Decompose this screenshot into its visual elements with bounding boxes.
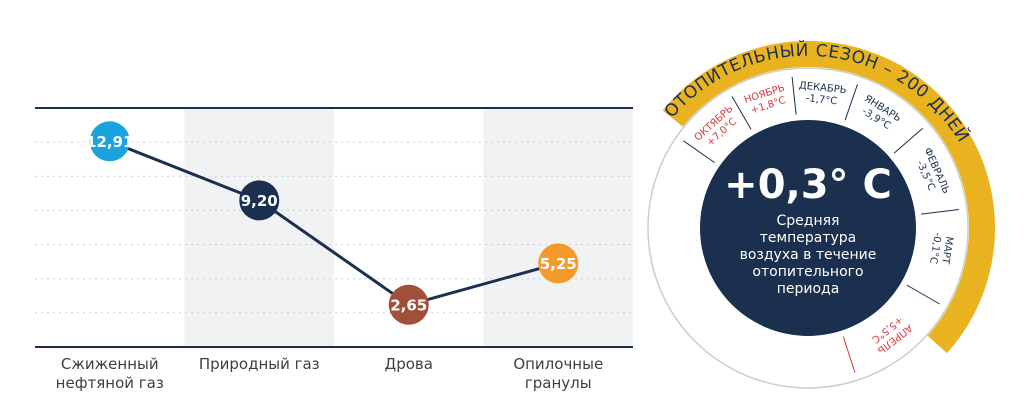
month-name: ДЕКАБРЬ bbox=[798, 80, 847, 96]
separator bbox=[683, 140, 715, 164]
month: ЯНВАРЬ-3,9°C bbox=[860, 93, 903, 132]
month: АПРЕЛЬ+5,5°C bbox=[869, 314, 914, 356]
point bbox=[388, 284, 429, 325]
separator bbox=[906, 284, 940, 305]
separator bbox=[731, 96, 752, 130]
month-name: МАРТ bbox=[939, 235, 954, 265]
band bbox=[184, 108, 334, 347]
point bbox=[538, 243, 579, 284]
season-arc bbox=[662, 41, 995, 354]
x-tick-label: Природный газ bbox=[198, 355, 320, 373]
caption-line: отопительного bbox=[752, 264, 863, 280]
center-circle bbox=[700, 120, 916, 336]
caption-line: температура bbox=[760, 230, 856, 246]
month: НОЯБРЬ+1,8°C bbox=[743, 83, 787, 117]
month-temp: -0,1°C bbox=[927, 232, 943, 265]
month: МАРТ-0,1°C bbox=[927, 232, 954, 266]
caption-line: Средняя bbox=[777, 213, 840, 229]
caption-line: воздуха в течение bbox=[740, 247, 877, 263]
month: ФЕВРАЛЬ-3,5°C bbox=[914, 146, 951, 195]
month-temp: -1,7°C bbox=[805, 93, 837, 107]
value-label: 2,65 bbox=[390, 296, 427, 314]
band bbox=[483, 108, 633, 347]
month: ОКТЯБРЬ+7,0°C bbox=[693, 103, 740, 148]
value-label: 5,25 bbox=[540, 255, 577, 273]
value-label: 12,91 bbox=[86, 133, 133, 151]
point bbox=[239, 180, 280, 221]
separator bbox=[893, 127, 924, 154]
line bbox=[109, 139, 559, 307]
caption-line: периода bbox=[777, 281, 840, 297]
separator bbox=[791, 76, 797, 115]
separator bbox=[844, 84, 858, 121]
separator bbox=[921, 208, 959, 215]
month: ДЕКАБРЬ-1,7°C bbox=[798, 80, 847, 107]
value-label: 9,20 bbox=[241, 192, 278, 210]
x-tick-label: Дрова bbox=[384, 355, 433, 373]
separator bbox=[842, 336, 856, 373]
x-tick-label: Сжиженный нефтяной газ bbox=[55, 355, 164, 392]
x-tick-label: Опилочные гранулы bbox=[513, 355, 604, 392]
point bbox=[89, 121, 130, 162]
center-value: +0,3° C bbox=[724, 162, 892, 208]
outer-ring bbox=[647, 67, 969, 389]
